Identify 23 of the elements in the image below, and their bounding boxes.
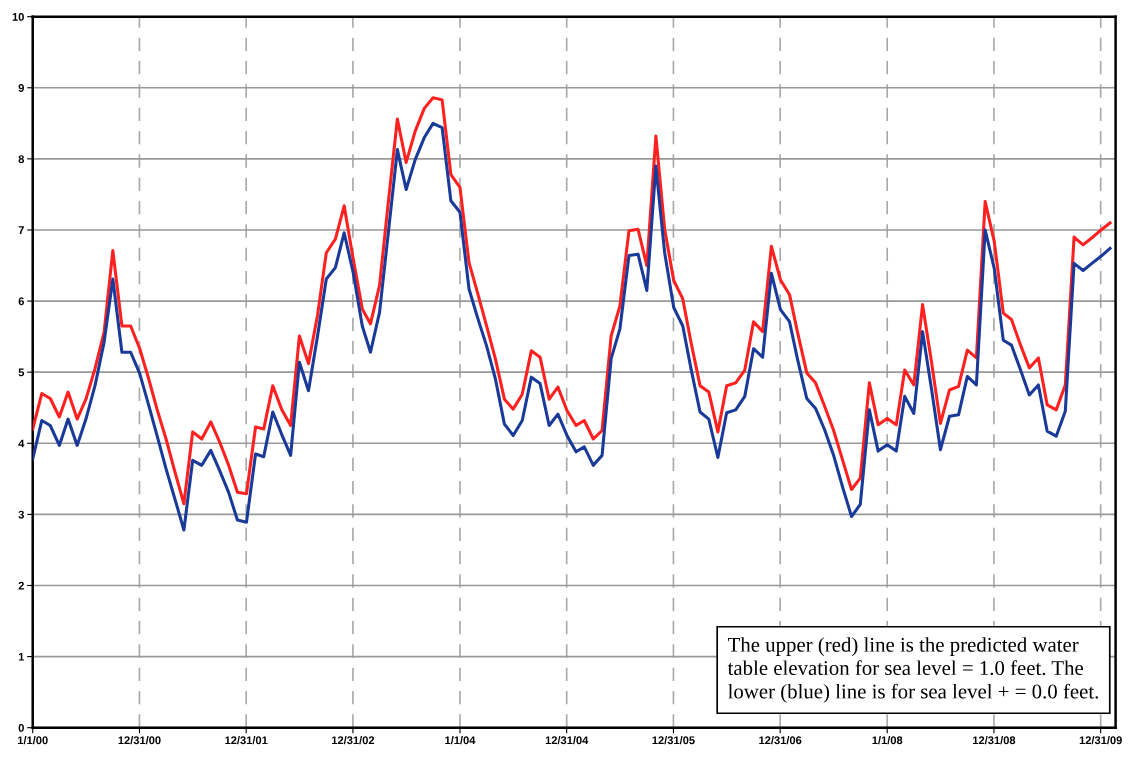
y-tick-label: 8 <box>18 155 25 164</box>
x-tick-label: 12/31/02 <box>332 736 375 745</box>
y-tick-label: 6 <box>18 297 24 306</box>
y-tick-label: 1 <box>18 652 25 661</box>
y-tick-label: 4 <box>18 439 25 448</box>
x-tick-label: 12/31/05 <box>652 736 695 745</box>
y-tick-label: 5 <box>18 368 25 377</box>
y-tick-label: 7 <box>18 226 24 234</box>
y-tick-label: 3 <box>18 510 24 519</box>
x-tick-label: 1/1/04 <box>445 736 476 745</box>
y-tick-label: 9 <box>18 84 24 92</box>
x-tick-label: 12/31/06 <box>759 736 802 745</box>
x-tick-label: 12/31/04 <box>545 736 589 745</box>
y-tick-label: 0 <box>18 723 24 732</box>
x-tick-label: 12/31/09 <box>1079 736 1122 745</box>
x-tick-label: 1/1/08 <box>872 736 903 745</box>
x-tick-label: 1/1/00 <box>17 736 48 745</box>
y-tick-label: 2 <box>18 581 24 590</box>
x-tick-label: 12/31/08 <box>973 736 1016 745</box>
x-tick-label: 12/31/01 <box>225 736 268 745</box>
y-tick-label: 10 <box>12 12 24 21</box>
annotation: The upper (red) line is the predicted water table elevation for sea level = 1.0 feet. The lower (blue) line is for sea level + = 0.0 feet. <box>727 637 1098 703</box>
x-tick-label: 12/31/00 <box>118 736 161 745</box>
